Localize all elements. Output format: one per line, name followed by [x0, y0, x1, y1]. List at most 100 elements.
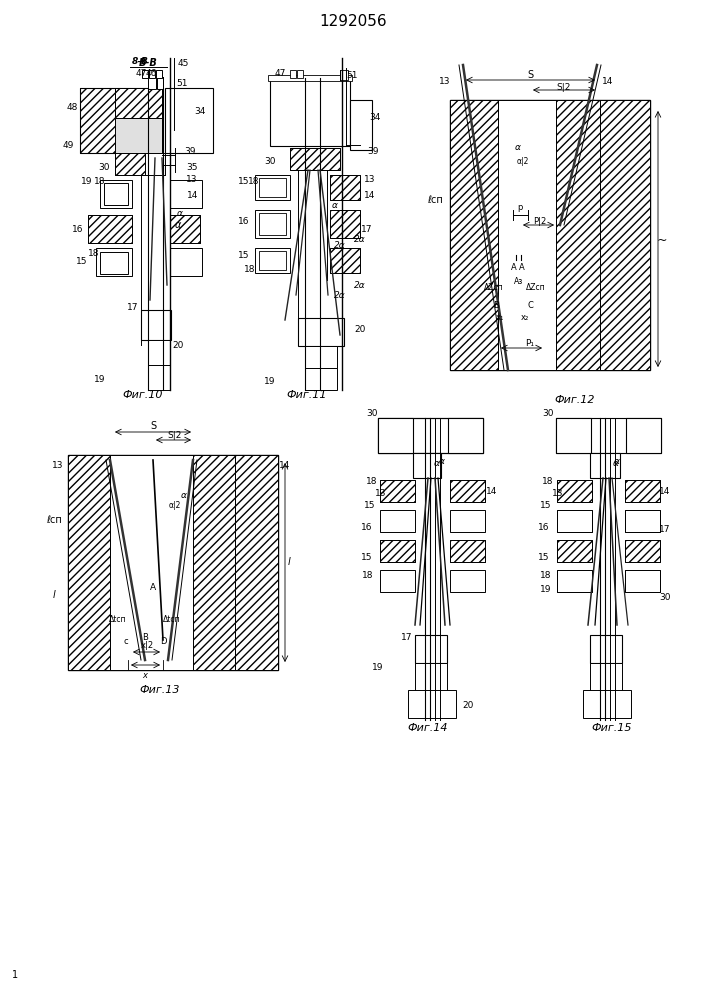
Bar: [193, 455, 235, 670]
Text: ΔΖсп: ΔΖсп: [526, 284, 546, 292]
Text: 18: 18: [542, 478, 554, 487]
Bar: [141, 310, 171, 340]
Text: 19: 19: [373, 664, 384, 672]
Bar: [625, 480, 660, 502]
Text: 34: 34: [194, 107, 206, 116]
Text: A: A: [150, 584, 156, 592]
Text: 15: 15: [238, 178, 250, 186]
Bar: [270, 78, 350, 146]
Bar: [600, 100, 650, 370]
Text: 14: 14: [486, 488, 498, 496]
Text: A: A: [519, 262, 525, 271]
Text: C: C: [527, 300, 533, 310]
Bar: [330, 175, 360, 200]
Bar: [590, 453, 620, 478]
Bar: [156, 70, 162, 78]
Text: P₁: P₁: [525, 338, 534, 348]
Text: Фиг.13: Фиг.13: [140, 685, 180, 695]
Bar: [380, 540, 415, 562]
Text: 2α: 2α: [334, 290, 346, 300]
Bar: [80, 88, 162, 153]
Bar: [625, 510, 660, 532]
Text: α: α: [515, 143, 521, 152]
Bar: [157, 77, 163, 89]
Bar: [450, 480, 485, 502]
Bar: [330, 175, 360, 200]
Text: 16: 16: [72, 226, 83, 234]
Text: 14: 14: [602, 78, 614, 87]
Bar: [557, 540, 592, 562]
Bar: [68, 455, 110, 670]
Text: 19: 19: [264, 377, 276, 386]
Bar: [170, 215, 200, 243]
Bar: [583, 690, 631, 718]
Text: α|2: α|2: [169, 500, 181, 510]
Bar: [413, 453, 441, 478]
Bar: [450, 510, 485, 532]
Bar: [625, 570, 660, 592]
Bar: [255, 210, 290, 238]
Bar: [556, 418, 591, 453]
Bar: [88, 215, 132, 243]
Text: 18: 18: [362, 570, 374, 580]
Text: 48: 48: [66, 104, 78, 112]
Text: Фиг.14: Фиг.14: [408, 723, 448, 733]
Bar: [557, 480, 592, 502]
Text: α: α: [332, 200, 338, 210]
Text: B: B: [142, 633, 148, 642]
Text: Фиг.12: Фиг.12: [555, 395, 595, 405]
Bar: [259, 251, 286, 270]
Text: 15: 15: [364, 500, 375, 510]
Text: 18: 18: [88, 248, 100, 257]
Text: l: l: [288, 557, 291, 567]
Text: D: D: [160, 638, 166, 647]
Bar: [380, 480, 415, 502]
Bar: [268, 75, 352, 81]
Text: 45: 45: [177, 60, 189, 68]
Bar: [68, 455, 278, 670]
Bar: [340, 70, 348, 80]
Text: 14: 14: [660, 488, 671, 496]
Text: 30: 30: [659, 593, 671, 602]
Text: 39: 39: [185, 147, 196, 156]
Bar: [142, 70, 148, 78]
Text: S: S: [150, 421, 156, 431]
Text: 35: 35: [186, 162, 198, 172]
Text: 17: 17: [361, 226, 373, 234]
Bar: [148, 340, 170, 365]
Bar: [625, 570, 660, 592]
Text: B: B: [493, 300, 499, 310]
Bar: [448, 418, 483, 453]
Text: p: p: [518, 202, 522, 212]
Bar: [330, 248, 360, 273]
Text: ℓсп: ℓсп: [46, 515, 62, 525]
Bar: [380, 480, 415, 502]
Text: Фиг.15: Фиг.15: [592, 723, 632, 733]
Bar: [450, 100, 498, 370]
Bar: [170, 248, 202, 276]
Bar: [415, 663, 447, 691]
Text: 16: 16: [238, 218, 250, 227]
Bar: [115, 88, 162, 118]
Bar: [625, 480, 660, 502]
Text: 18: 18: [540, 570, 551, 580]
Text: 8-B: 8-B: [132, 56, 148, 66]
Bar: [330, 248, 360, 273]
Text: 15: 15: [238, 250, 250, 259]
Text: 20: 20: [462, 700, 474, 710]
Bar: [290, 70, 296, 78]
Bar: [305, 368, 337, 390]
Text: Фиг.10: Фиг.10: [123, 390, 163, 400]
Text: α: α: [434, 458, 440, 468]
Text: ℓсп: ℓсп: [427, 195, 443, 205]
Text: 16: 16: [538, 522, 550, 532]
Text: 30: 30: [366, 410, 378, 418]
Bar: [415, 635, 447, 663]
Bar: [104, 183, 128, 205]
Bar: [380, 540, 415, 562]
Text: Δtсп: Δtсп: [109, 615, 127, 624]
Text: x₁: x₁: [496, 314, 504, 322]
Bar: [298, 318, 344, 346]
Bar: [149, 70, 155, 78]
Text: 51: 51: [346, 72, 358, 81]
